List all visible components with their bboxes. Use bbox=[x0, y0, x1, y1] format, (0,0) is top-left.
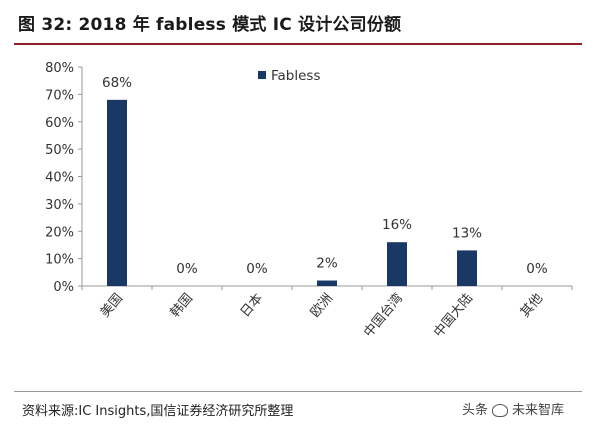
y-tick-label: 30% bbox=[45, 198, 74, 213]
x-category-label: 欧洲 bbox=[308, 291, 336, 321]
bar bbox=[107, 99, 127, 286]
x-category-label: 日本 bbox=[238, 291, 266, 321]
x-axis: 美国 韩国 日本 欧洲 中国台湾 中国大陆 其他 bbox=[81, 285, 573, 340]
watermark: 头条 未来智库 bbox=[462, 399, 564, 418]
watermark-logo-icon bbox=[492, 404, 509, 417]
x-category-label: 中国大陆 bbox=[430, 290, 476, 340]
legend-label: Fabless bbox=[271, 68, 321, 84]
x-category-label: 美国 bbox=[98, 291, 126, 321]
y-axis: 0% 10% 20% 30% 40% 50% 60% 70% 80% bbox=[45, 61, 83, 295]
legend-swatch bbox=[258, 71, 266, 79]
y-tick-label: 50% bbox=[45, 143, 74, 158]
bar bbox=[457, 250, 477, 286]
bar-data-label: 16% bbox=[382, 217, 412, 233]
x-category-label: 韩国 bbox=[168, 291, 196, 321]
y-tick-label: 70% bbox=[45, 88, 74, 103]
data-labels: 68% 0% 0% 2% 16% 13% 0% bbox=[102, 75, 548, 277]
bar-data-label: 2% bbox=[316, 256, 338, 272]
figure-title: 图 32: 2018 年 fabless 模式 IC 设计公司份额 bbox=[18, 15, 402, 35]
y-tick-label: 40% bbox=[45, 171, 74, 186]
legend: Fabless bbox=[258, 68, 321, 84]
bar bbox=[387, 242, 407, 286]
y-tick-label: 20% bbox=[45, 225, 74, 240]
footer-rule bbox=[14, 391, 582, 392]
y-tick-label: 80% bbox=[45, 61, 74, 76]
bar-data-label: 68% bbox=[102, 75, 132, 91]
bar-data-label: 13% bbox=[452, 225, 482, 241]
watermark-right: 未来智库 bbox=[512, 403, 565, 418]
x-category-label: 中国台湾 bbox=[360, 290, 406, 340]
source-note: 资料来源:IC Insights,国信证券经济研究所整理 bbox=[22, 404, 294, 419]
y-tick-label: 0% bbox=[53, 280, 74, 295]
bar-series bbox=[107, 99, 477, 286]
bar-data-label: 0% bbox=[176, 261, 198, 277]
bar-chart: 0% 10% 20% 30% 40% 50% 60% 70% 80% 美国 韩国 日本 欧洲 中国台湾中… bbox=[45, 61, 573, 340]
bar-data-label: 0% bbox=[246, 261, 268, 277]
y-tick-label: 10% bbox=[45, 253, 74, 268]
bar-data-label: 0% bbox=[526, 261, 548, 277]
bar bbox=[317, 280, 337, 286]
y-tick-label: 60% bbox=[45, 116, 74, 131]
title-rule bbox=[14, 43, 582, 45]
x-category-label: 其他 bbox=[518, 291, 546, 321]
watermark-left: 头条 bbox=[462, 403, 489, 418]
